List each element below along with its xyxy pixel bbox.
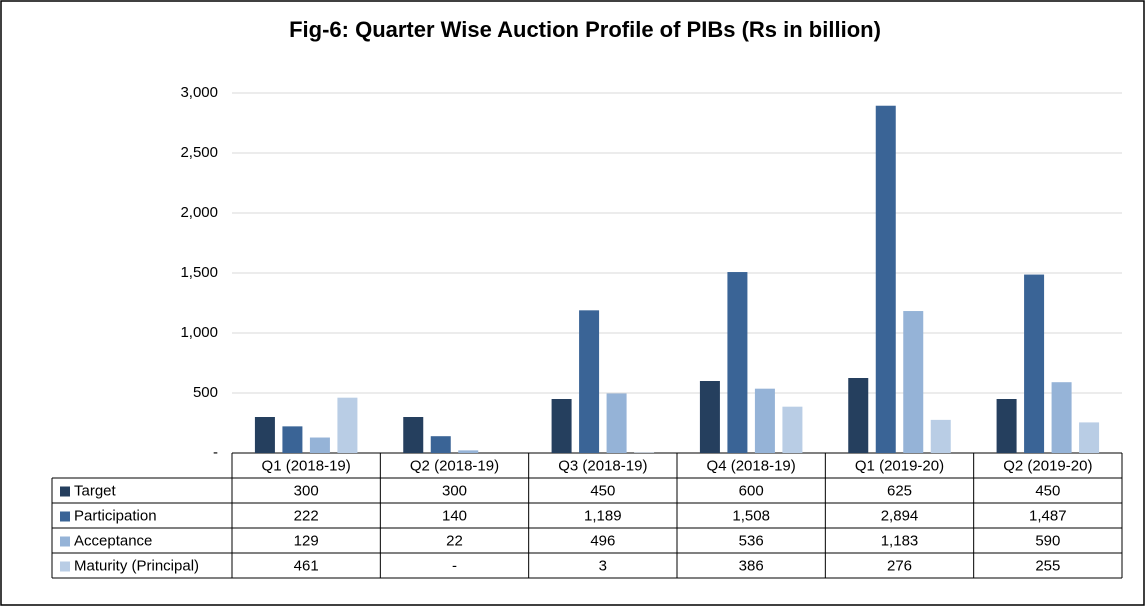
bar — [996, 399, 1017, 453]
table-value: 2,894 — [881, 507, 919, 524]
bar — [1024, 274, 1045, 453]
bar — [337, 397, 358, 453]
bar — [458, 450, 479, 453]
legend-label: Participation — [74, 507, 157, 524]
bar — [782, 406, 803, 453]
x-tick-label: Q2 (2019-20) — [1003, 457, 1092, 474]
table-value: 590 — [1035, 532, 1060, 549]
table-value: 300 — [442, 482, 467, 499]
table-value: 3 — [599, 557, 607, 574]
bar — [848, 378, 869, 453]
legend-label: Acceptance — [74, 532, 152, 549]
bar — [282, 426, 303, 453]
table-value: 300 — [294, 482, 319, 499]
bar — [606, 393, 627, 453]
table-value: 1,487 — [1029, 507, 1067, 524]
table-value: 450 — [1035, 482, 1060, 499]
y-tick-label: - — [213, 444, 218, 461]
table-value: 222 — [294, 507, 319, 524]
bar — [1051, 382, 1072, 453]
bar — [551, 399, 572, 453]
bar — [930, 419, 951, 453]
bar — [579, 310, 600, 453]
x-tick-label: Q3 (2018-19) — [558, 457, 647, 474]
x-tick-label: Q2 (2018-19) — [410, 457, 499, 474]
bar — [727, 272, 748, 453]
bar — [754, 388, 775, 453]
table-value: 386 — [739, 557, 764, 574]
legend-swatch — [60, 511, 70, 522]
table-value: - — [452, 557, 457, 574]
bar — [403, 417, 424, 453]
y-tick-label: 1,000 — [180, 324, 218, 341]
y-tick-label: 2,000 — [180, 204, 218, 221]
table-value: 600 — [739, 482, 764, 499]
bar — [903, 311, 924, 453]
y-tick-label: 500 — [193, 384, 218, 401]
legend-swatch — [60, 486, 70, 497]
y-tick-label: 2,500 — [180, 144, 218, 161]
bar — [254, 417, 275, 453]
y-tick-label: 3,000 — [180, 84, 218, 101]
table-value: 625 — [887, 482, 912, 499]
bar — [699, 381, 720, 453]
legend-label: Maturity (Principal) — [74, 557, 199, 574]
table-value: 129 — [294, 532, 319, 549]
legend-swatch — [60, 561, 70, 572]
table-value: 461 — [294, 557, 319, 574]
legend-swatch — [60, 536, 70, 547]
x-tick-label: Q4 (2018-19) — [707, 457, 796, 474]
y-tick-label: 1,500 — [180, 264, 218, 281]
table-value: 276 — [887, 557, 912, 574]
bar — [430, 436, 451, 453]
table-value: 140 — [442, 507, 467, 524]
bar — [875, 105, 896, 453]
table-value: 450 — [590, 482, 615, 499]
table-value: 255 — [1035, 557, 1060, 574]
bar — [309, 437, 330, 453]
table-value: 22 — [446, 532, 463, 549]
x-tick-label: Q1 (2019-20) — [855, 457, 944, 474]
chart-title: Fig-6: Quarter Wise Auction Profile of P… — [289, 17, 881, 42]
x-tick-label: Q1 (2018-19) — [262, 457, 351, 474]
table-value: 536 — [739, 532, 764, 549]
table-value: 496 — [590, 532, 615, 549]
table-value: 1,508 — [732, 507, 770, 524]
bar — [1079, 422, 1100, 453]
legend-label: Target — [74, 482, 117, 499]
table-value: 1,189 — [584, 507, 622, 524]
table-value: 1,183 — [881, 532, 919, 549]
